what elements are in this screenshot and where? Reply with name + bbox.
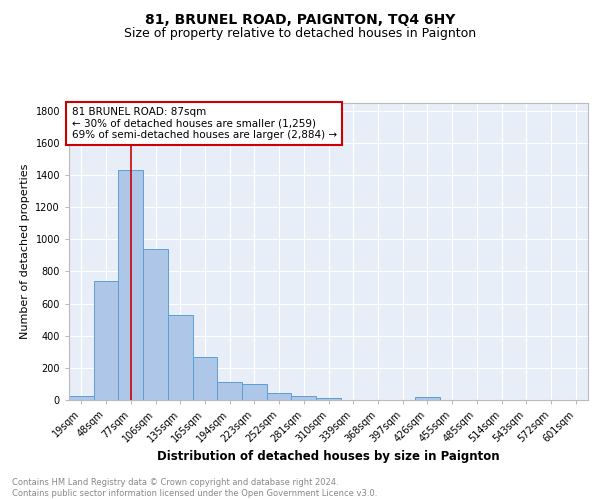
X-axis label: Distribution of detached houses by size in Paignton: Distribution of detached houses by size … [157,450,500,462]
Bar [267,393,292,400]
Text: 81, BRUNEL ROAD, PAIGNTON, TQ4 6HY: 81, BRUNEL ROAD, PAIGNTON, TQ4 6HY [145,12,455,26]
Bar [292,396,316,400]
Text: 81 BRUNEL ROAD: 87sqm
← 30% of detached houses are smaller (1,259)
69% of semi-d: 81 BRUNEL ROAD: 87sqm ← 30% of detached … [71,107,337,140]
Bar [118,170,143,400]
Bar [193,356,217,400]
Bar [217,382,242,400]
Y-axis label: Number of detached properties: Number of detached properties [20,164,30,339]
Bar [143,249,168,400]
Bar [415,397,440,400]
Text: Size of property relative to detached houses in Paignton: Size of property relative to detached ho… [124,28,476,40]
Bar [168,315,193,400]
Bar [242,384,267,400]
Text: Contains HM Land Registry data © Crown copyright and database right 2024.
Contai: Contains HM Land Registry data © Crown c… [12,478,377,498]
Bar [316,398,341,400]
Bar [69,396,94,400]
Bar [94,281,118,400]
